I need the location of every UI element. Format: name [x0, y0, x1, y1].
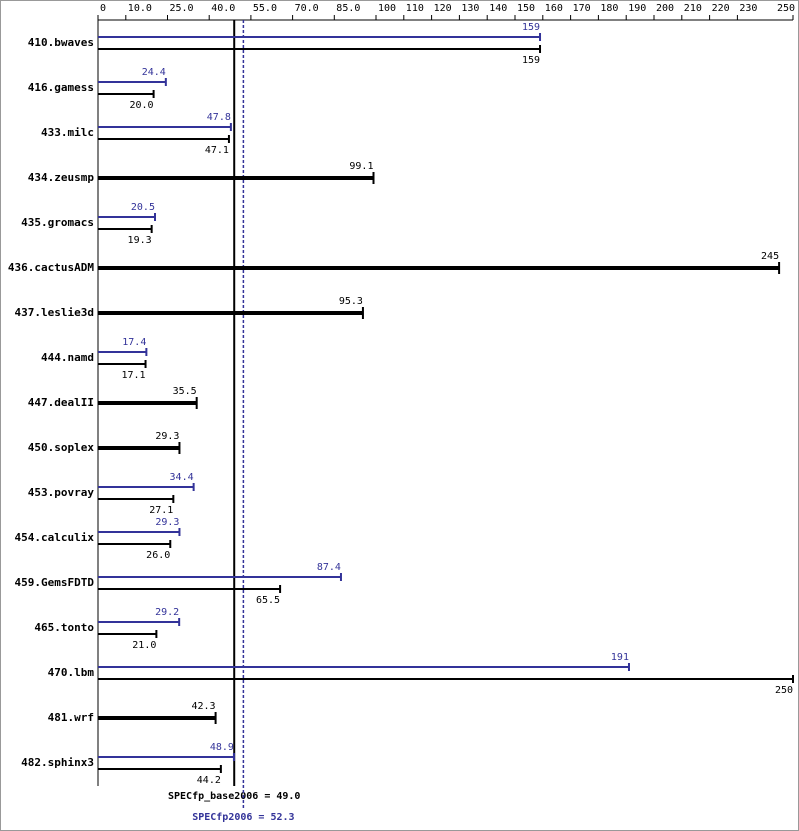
value-label: 27.1: [149, 505, 173, 516]
x-tick-label: 100: [378, 3, 396, 14]
value-label: 17.1: [121, 370, 145, 381]
x-tick-label: 160: [545, 3, 563, 14]
value-label: 42.3: [192, 701, 216, 712]
x-tick-label: 130: [461, 3, 479, 14]
value-label: 24.4: [142, 67, 166, 78]
category-label: 470.lbm: [48, 666, 95, 679]
category-label: 435.gromacs: [21, 216, 94, 229]
value-label: 26.0: [146, 550, 170, 561]
x-tick-label: 220: [712, 3, 730, 14]
x-tick-label: 200: [656, 3, 674, 14]
category-label: 436.cactusADM: [8, 261, 94, 274]
value-label: 29.2: [155, 607, 179, 618]
x-tick-label: 140: [489, 3, 507, 14]
value-label: 44.2: [197, 775, 221, 786]
value-label: 48.9: [210, 742, 234, 753]
category-label: 416.gamess: [28, 81, 94, 94]
value-label: 47.8: [207, 112, 231, 123]
value-label: 159: [522, 55, 540, 66]
category-label: 465.tonto: [34, 621, 94, 634]
value-label: 21.0: [132, 640, 156, 651]
reference-label: SPECfp_base2006 = 49.0: [168, 791, 300, 802]
x-tick-label: 230: [739, 3, 757, 14]
value-label: 245: [761, 251, 779, 262]
x-tick-label: 70.0: [295, 3, 319, 14]
value-label: 250: [775, 685, 793, 696]
category-label: 481.wrf: [48, 711, 94, 724]
x-tick-label: 120: [434, 3, 452, 14]
category-label: 459.GemsFDTD: [15, 576, 95, 589]
x-tick-label: 10.0: [128, 3, 152, 14]
value-label: 34.4: [170, 472, 194, 483]
value-label: 20.5: [131, 202, 155, 213]
value-label: 17.4: [122, 337, 146, 348]
category-label: 454.calculix: [15, 531, 95, 544]
x-tick-label: 85.0: [336, 3, 360, 14]
value-label: 191: [611, 652, 629, 663]
x-tick-label: 40.0: [211, 3, 235, 14]
value-label: 65.5: [256, 595, 280, 606]
x-tick-label: 150: [517, 3, 535, 14]
category-label: 450.soplex: [28, 441, 95, 454]
x-tick-label: 55.0: [253, 3, 277, 14]
category-label: 437.leslie3d: [15, 306, 94, 319]
value-label: 159: [522, 22, 540, 33]
value-label: 20.0: [130, 100, 154, 111]
value-label: 99.1: [349, 161, 373, 172]
category-label: 453.povray: [28, 486, 95, 499]
x-tick-label: 190: [628, 3, 646, 14]
reference-label: SPECfp2006 = 52.3: [192, 812, 294, 823]
value-label: 29.3: [155, 517, 179, 528]
value-label: 29.3: [155, 431, 179, 442]
x-tick-label: 110: [406, 3, 424, 14]
category-label: 410.bwaves: [28, 36, 94, 49]
category-label: 447.dealII: [28, 396, 94, 409]
x-tick-label: 170: [573, 3, 591, 14]
category-label: 434.zeusmp: [28, 171, 95, 184]
value-label: 95.3: [339, 296, 363, 307]
x-tick-label: 210: [684, 3, 702, 14]
x-tick-label: 250: [777, 3, 795, 14]
x-tick-label: 0: [100, 3, 106, 14]
x-tick-label: 180: [600, 3, 618, 14]
category-label: 482.sphinx3: [21, 756, 94, 769]
value-label: 35.5: [173, 386, 197, 397]
value-label: 19.3: [128, 235, 152, 246]
value-label: 87.4: [317, 562, 341, 573]
category-label: 433.milc: [41, 126, 94, 139]
category-label: 444.namd: [41, 351, 94, 364]
value-label: 47.1: [205, 145, 229, 156]
x-tick-label: 25.0: [170, 3, 194, 14]
